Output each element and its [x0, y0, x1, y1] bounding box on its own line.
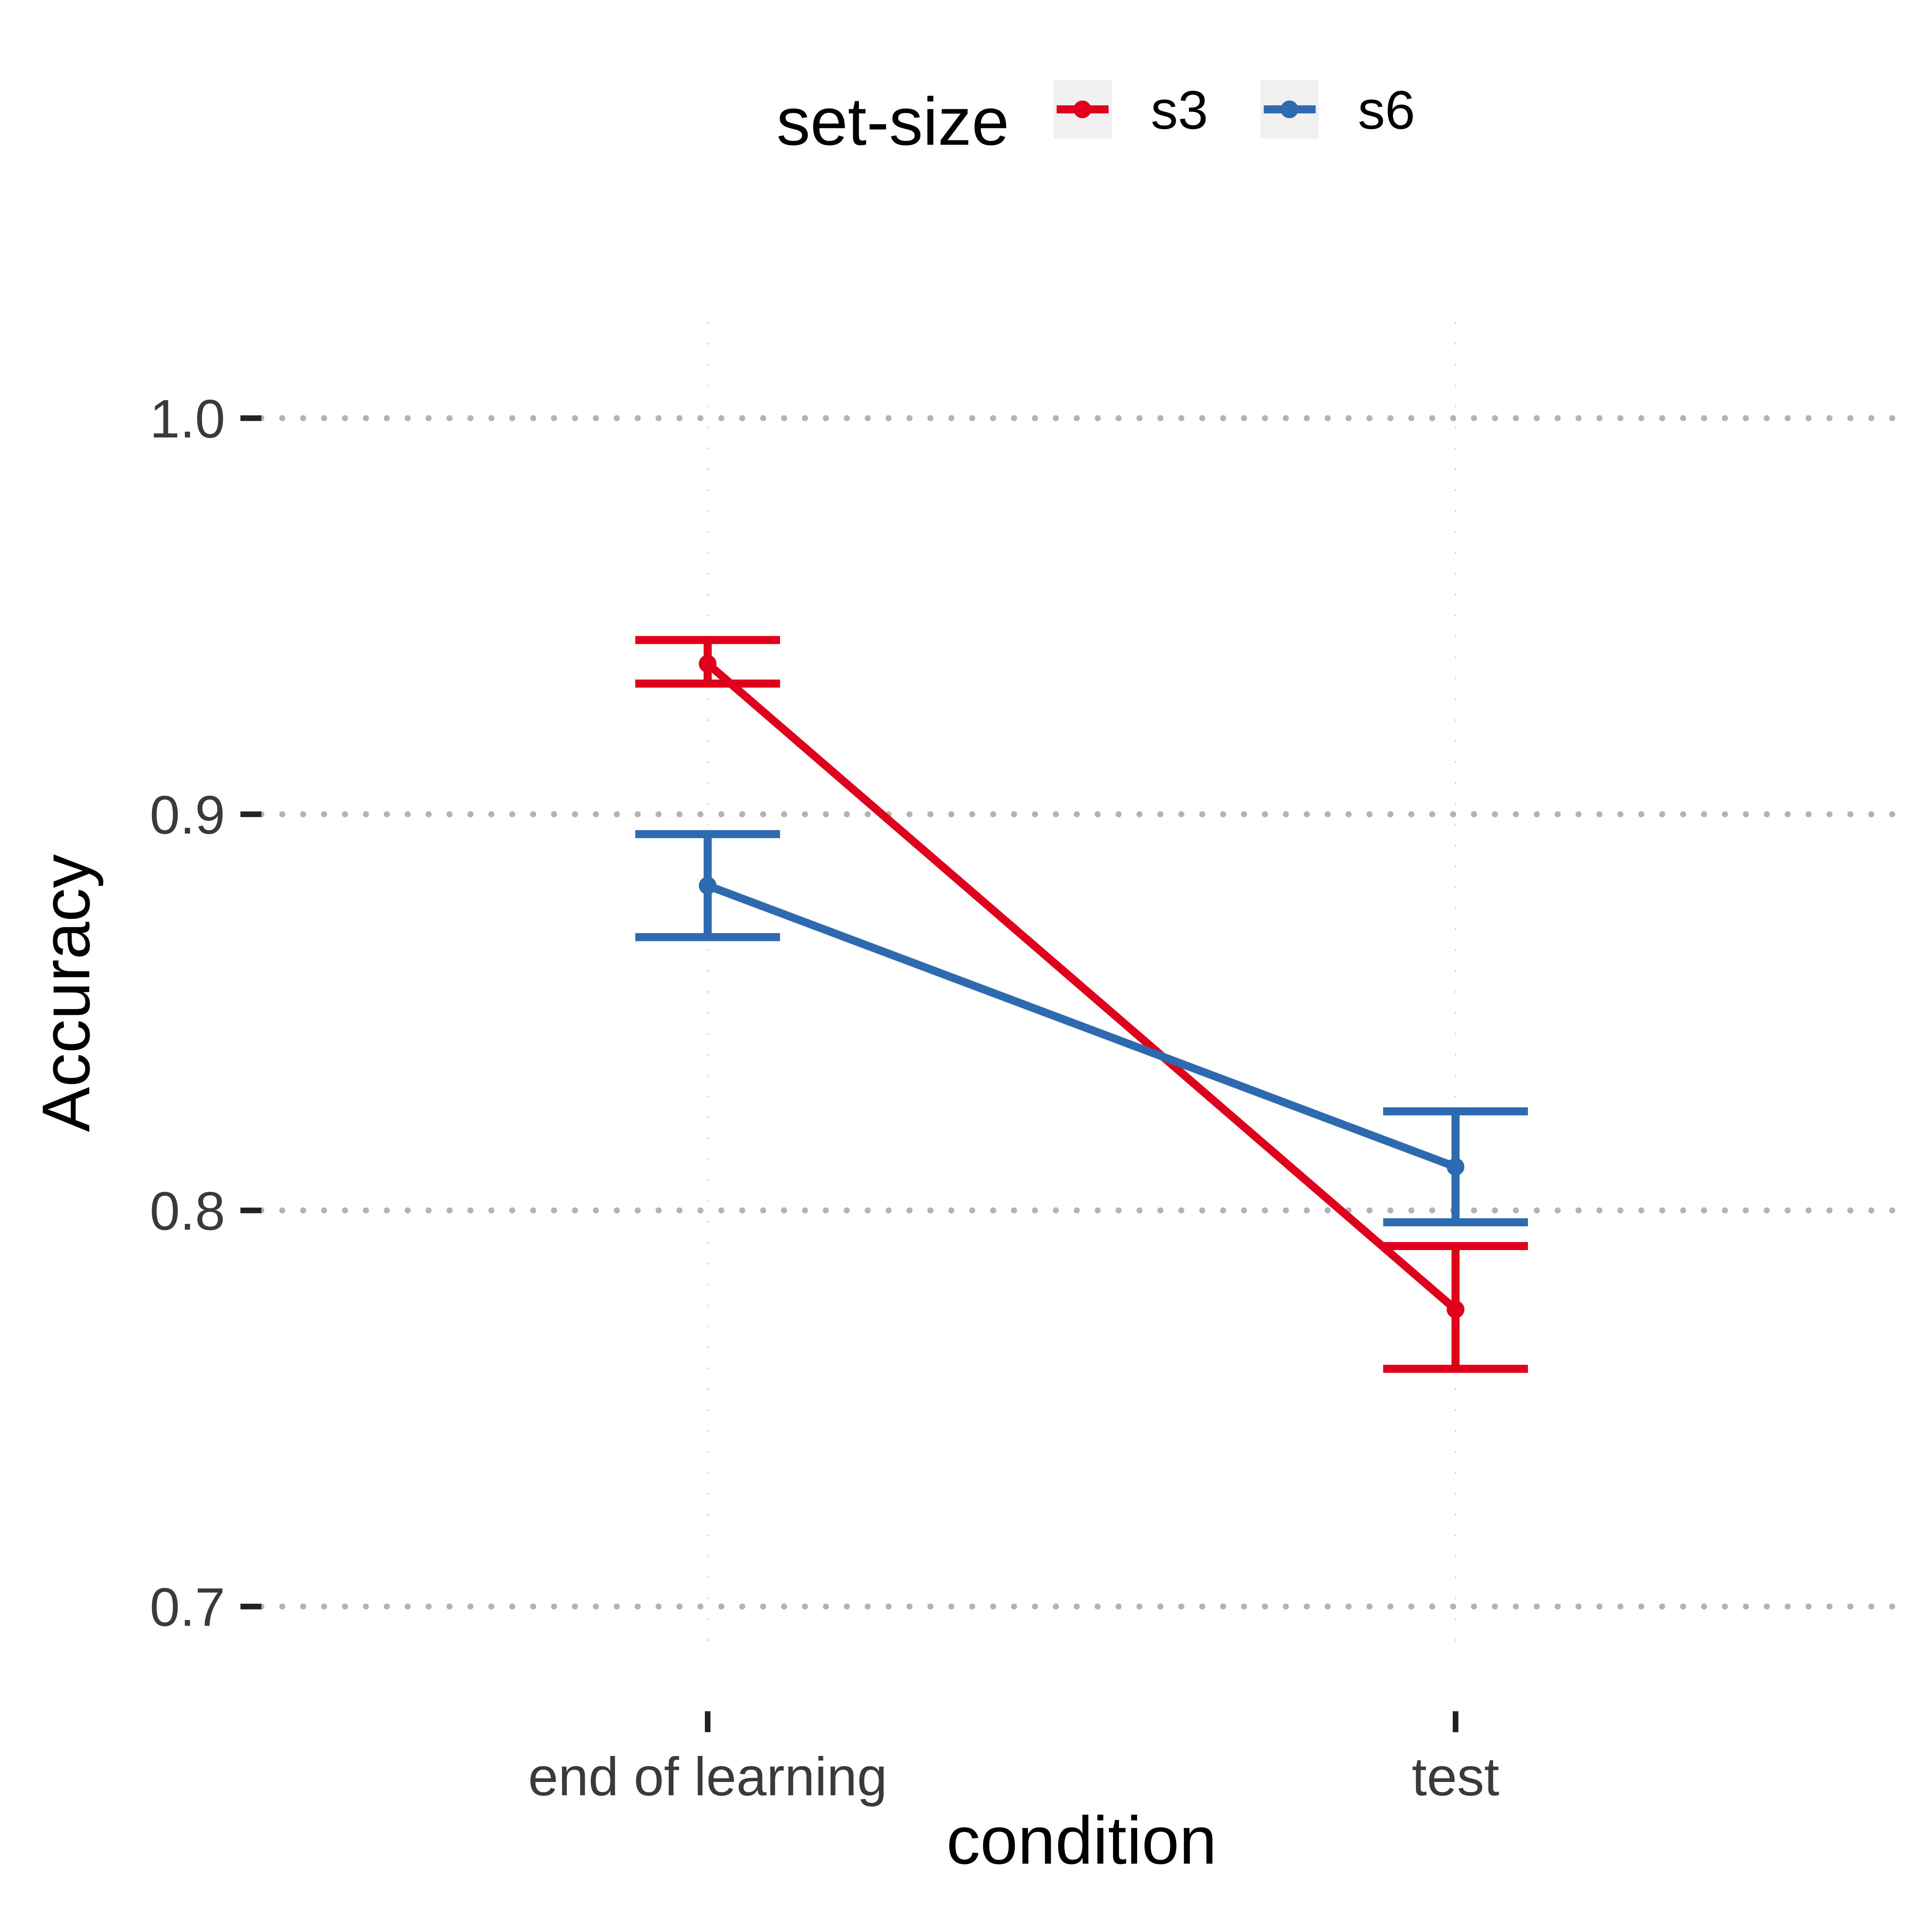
legend: set-size s3 s6 — [776, 80, 1415, 159]
legend-title: set-size — [776, 84, 1009, 159]
data-point — [699, 877, 717, 895]
legend-label: s6 — [1358, 80, 1415, 140]
grid-layer — [258, 322, 1909, 1659]
series-layer — [635, 636, 1528, 1373]
series-s3 — [635, 636, 1528, 1373]
data-point — [1447, 1300, 1464, 1318]
y-tick-label: 0.7 — [150, 1577, 225, 1637]
y-tick-label: 1.0 — [150, 388, 225, 449]
legend-key-point — [1074, 101, 1091, 118]
legend-key-point — [1281, 101, 1298, 118]
series-s6 — [635, 830, 1528, 1226]
x-tick-label: test — [1412, 1746, 1499, 1807]
axis-layer: 0.7 0.8 0.9 1.0 end of learning test — [150, 388, 1499, 1807]
y-axis-title: Accuracy — [28, 854, 104, 1132]
legend-label: s3 — [1151, 80, 1208, 140]
data-point — [1447, 1158, 1464, 1176]
y-tick-label: 0.8 — [150, 1181, 225, 1241]
x-axis-title: condition — [947, 1803, 1217, 1878]
y-tick-label: 0.9 — [150, 784, 225, 845]
data-point — [699, 655, 717, 673]
series-line — [706, 882, 1457, 1171]
series-line — [705, 661, 1458, 1313]
x-tick-label: end of learning — [528, 1746, 887, 1807]
